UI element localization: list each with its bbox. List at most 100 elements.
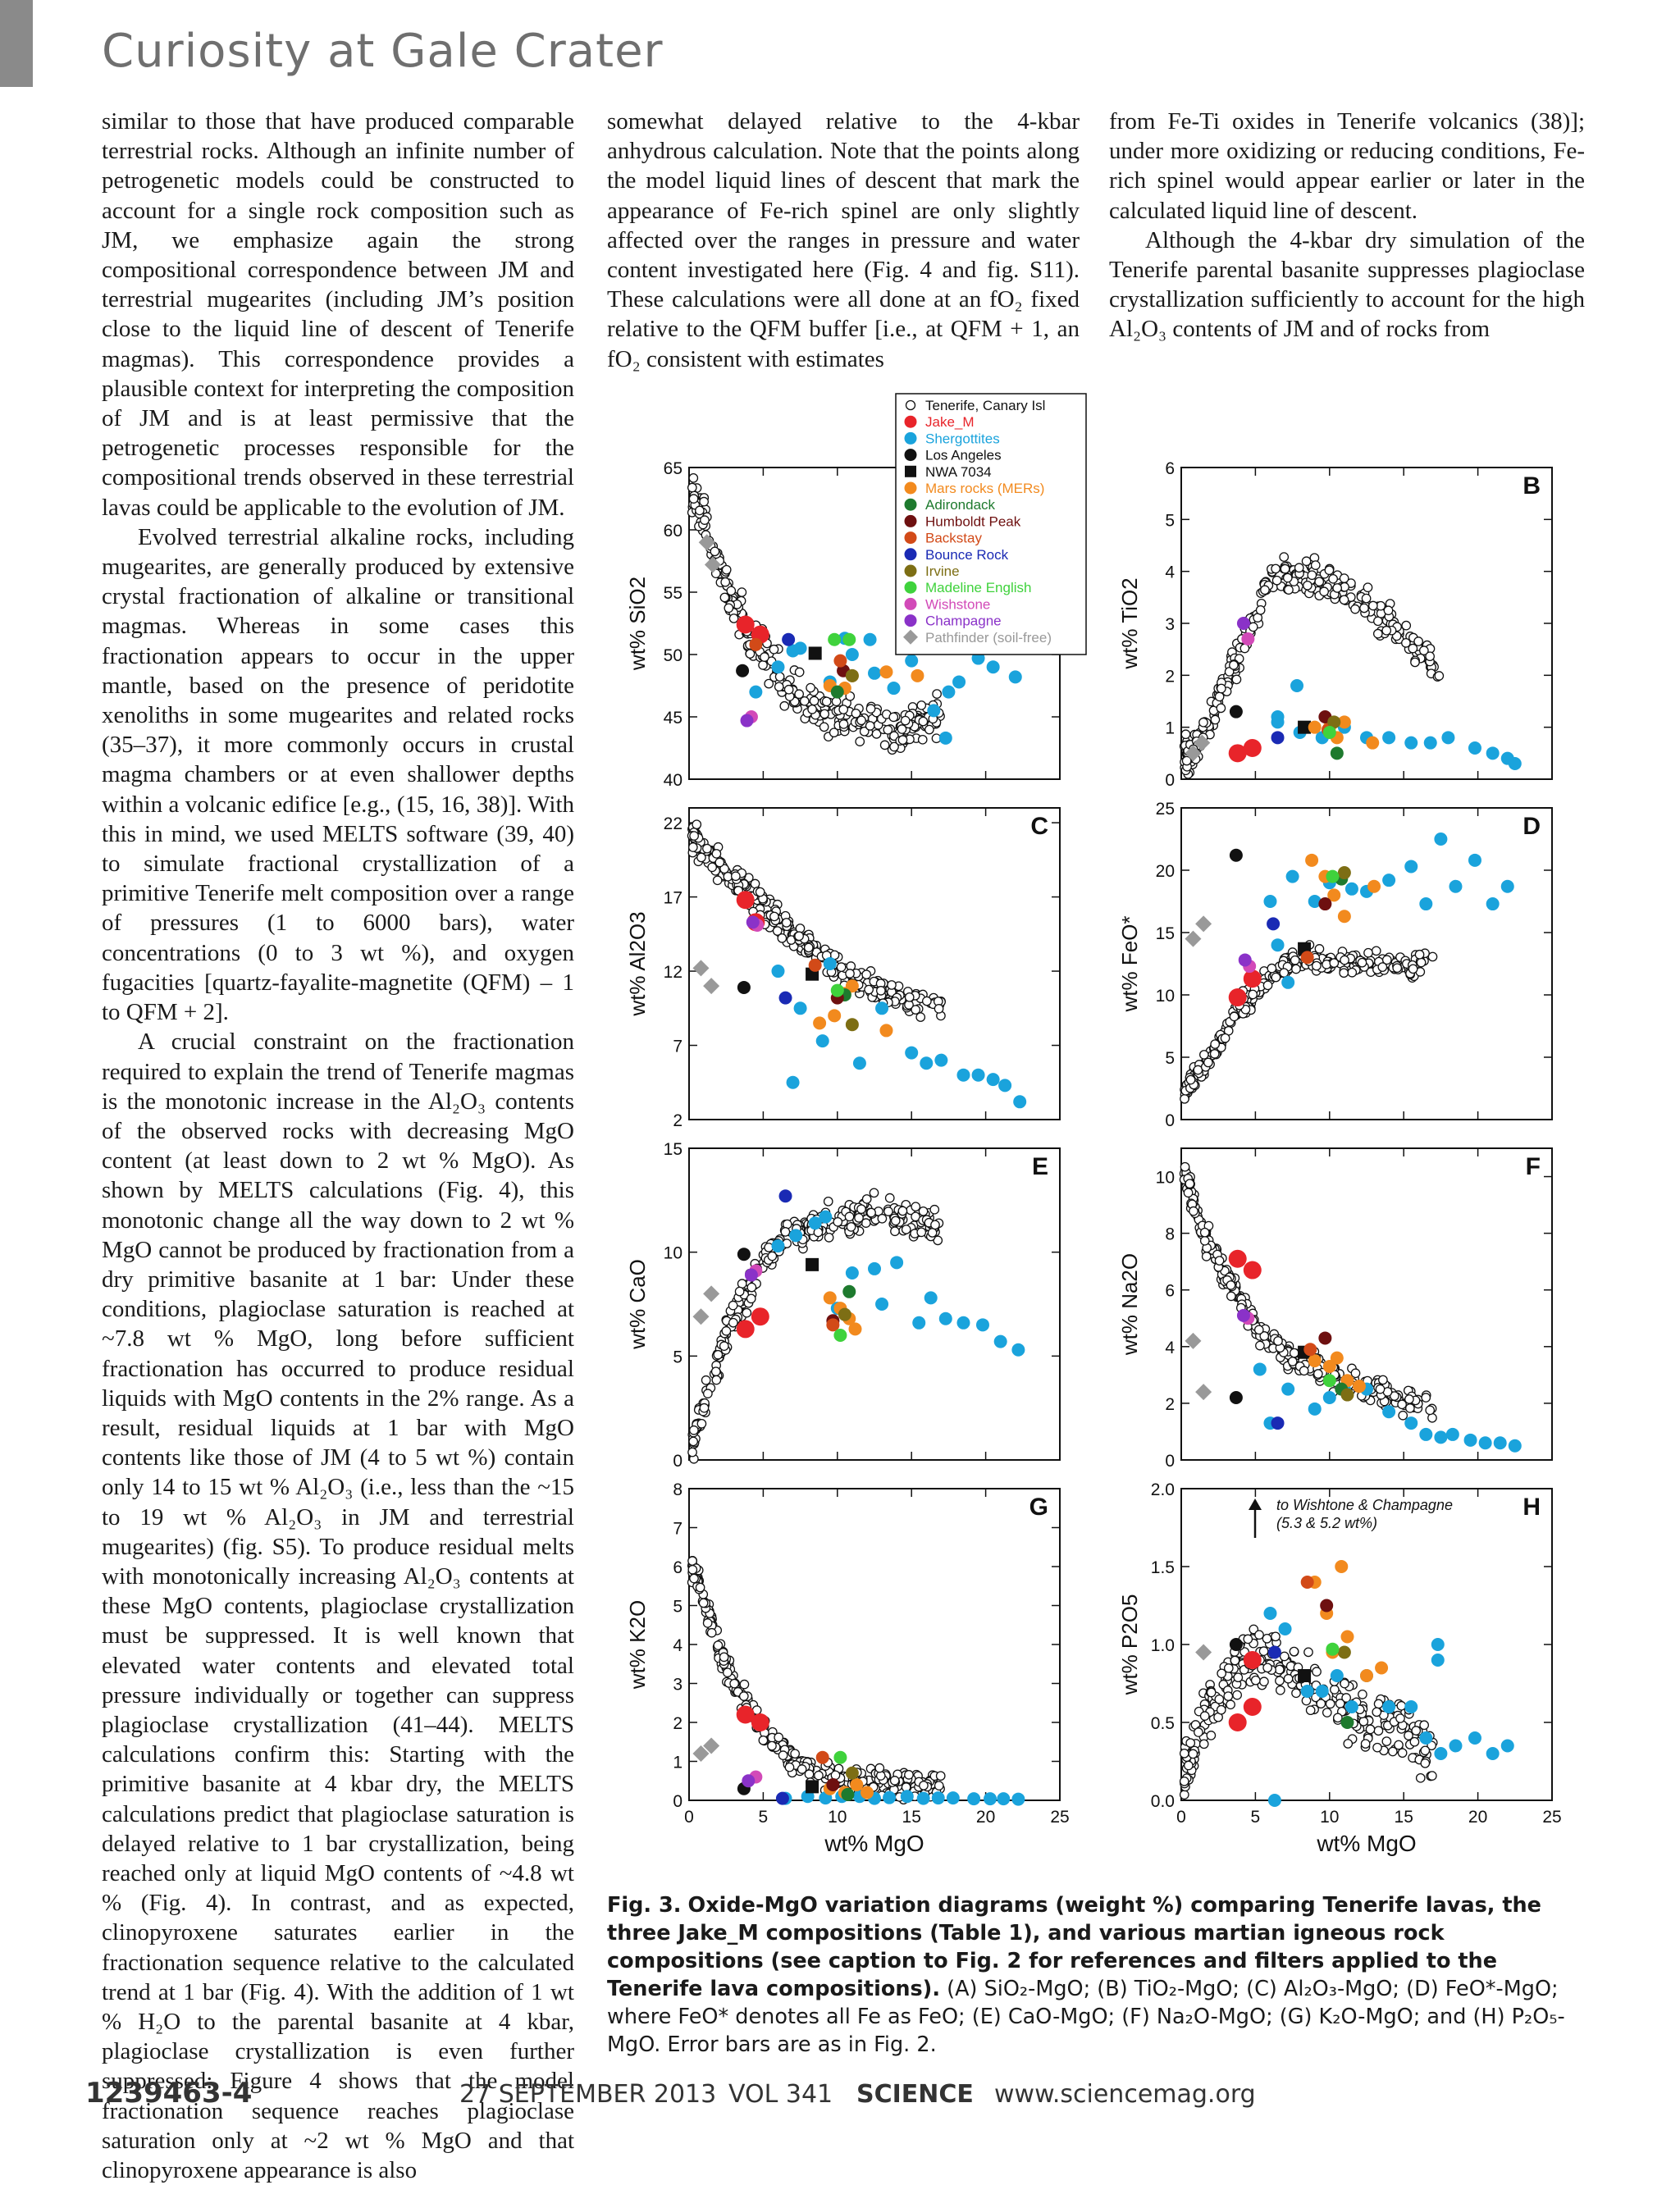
tenerife-point — [904, 1770, 914, 1780]
data-point — [1360, 1669, 1373, 1682]
tenerife-point — [890, 1226, 900, 1237]
tenerife-point — [883, 1207, 893, 1216]
data-point — [1285, 869, 1299, 883]
data-point — [1478, 1436, 1492, 1450]
data-point — [1322, 1360, 1336, 1373]
data-point — [1267, 917, 1281, 931]
tenerife-point — [1390, 1391, 1399, 1401]
data-point — [1344, 1700, 1358, 1713]
tenerife-point — [1347, 967, 1358, 978]
tenerife-point — [889, 1776, 900, 1786]
tenerife-point — [738, 1691, 749, 1701]
legend-marker — [905, 399, 916, 411]
tenerife-point — [711, 849, 722, 859]
y-tick-label: 0 — [673, 1452, 682, 1471]
legend-marker — [904, 564, 917, 577]
tenerife-point — [890, 1216, 901, 1226]
annotation-text: (5.3 & 5.2 wt%) — [1276, 1515, 1377, 1531]
tenerife-point — [1324, 565, 1335, 576]
data-point — [911, 668, 924, 682]
tenerife-point — [833, 1216, 843, 1227]
series-bounce-rock — [778, 1189, 792, 1203]
tenerife-point — [1290, 955, 1300, 965]
series-pathfinder-soil-free- — [692, 1285, 720, 1325]
tenerife-point — [724, 603, 734, 614]
tenerife-point — [814, 1770, 824, 1781]
tenerife-point — [764, 678, 774, 689]
series-mars-rocks-mers- — [1305, 853, 1381, 924]
tenerife-point — [1427, 951, 1438, 962]
series-bounce-rock — [1271, 1416, 1285, 1430]
tenerife-point — [1377, 962, 1388, 972]
tenerife-point — [1271, 1631, 1281, 1642]
data-point — [1267, 1794, 1281, 1807]
legend-marker — [905, 465, 916, 477]
data-point — [808, 958, 822, 972]
tenerife-point — [1179, 1748, 1189, 1758]
plot-frame — [1180, 1147, 1553, 1461]
text-column-1: similar to those that have produced comp… — [102, 107, 574, 2185]
tenerife-point — [897, 1206, 908, 1216]
series-champagne — [744, 1268, 758, 1282]
tenerife-point — [915, 1012, 926, 1022]
data-point — [868, 1261, 881, 1275]
y-tick-label: 1.5 — [1151, 1558, 1175, 1577]
tenerife-point — [1209, 1049, 1220, 1059]
data-point — [1322, 1374, 1336, 1388]
data-point — [746, 915, 760, 929]
tenerife-point — [1294, 563, 1304, 573]
data-point — [1308, 1354, 1322, 1368]
tenerife-point — [1226, 1699, 1235, 1710]
tenerife-point — [1395, 1713, 1405, 1723]
data-point — [975, 1318, 989, 1332]
tenerife-point — [1373, 1699, 1384, 1709]
series-nwa-7034 — [1298, 720, 1312, 734]
data-point — [1236, 1308, 1250, 1322]
data-point — [1337, 715, 1351, 729]
tenerife-point — [1332, 1713, 1343, 1723]
tenerife-point — [1343, 1739, 1354, 1749]
panel-F: 0 2 4 6 8 10 Fwt% Na2O — [1117, 1147, 1553, 1471]
data-point — [879, 1024, 893, 1038]
tenerife-point — [1275, 1676, 1285, 1686]
tenerife-point — [830, 1770, 841, 1781]
tenerife-point — [1360, 1739, 1371, 1749]
tenerife-point — [888, 712, 899, 723]
plot-frame — [688, 1147, 1061, 1461]
tenerife-point — [1420, 1745, 1431, 1756]
x-axis-label: wt% MgO — [824, 1831, 924, 1856]
series-champagne — [740, 714, 754, 728]
panel-letter: B — [1522, 472, 1541, 499]
tenerife-point — [706, 1627, 717, 1638]
tenerife-point — [728, 614, 739, 623]
data-point — [1229, 848, 1243, 862]
y-tick-label: 0.5 — [1151, 1714, 1175, 1733]
tenerife-point — [934, 1004, 944, 1014]
data-point — [751, 1713, 769, 1731]
tenerife-point — [1335, 1699, 1345, 1708]
data-point — [1300, 1685, 1314, 1698]
tenerife-point — [874, 1763, 885, 1773]
tenerife-point — [1314, 944, 1325, 954]
series-los-angeles — [1229, 705, 1243, 718]
y-tick-label: 0 — [1165, 1452, 1175, 1471]
series-bounce-rock — [778, 991, 792, 1005]
data-point — [956, 1316, 970, 1330]
tenerife-point — [1273, 1336, 1283, 1346]
tenerife-point — [1250, 1675, 1261, 1686]
data-point — [749, 685, 763, 699]
tenerife-point — [1316, 1699, 1326, 1709]
tenerife-point — [726, 586, 737, 596]
tenerife-point — [1408, 964, 1418, 974]
tenerife-point — [1201, 1252, 1212, 1261]
series-shergottites — [1263, 1607, 1514, 1807]
tenerife-point — [1383, 605, 1394, 616]
series-irvine — [845, 1766, 859, 1780]
data-point — [813, 1016, 827, 1030]
tenerife-point — [803, 942, 814, 953]
data-point — [1320, 1599, 1334, 1613]
data-point — [1228, 1713, 1247, 1731]
data-point — [1327, 888, 1341, 902]
series-los-angeles — [1229, 848, 1243, 862]
y-tick-label: 20 — [1156, 862, 1175, 881]
